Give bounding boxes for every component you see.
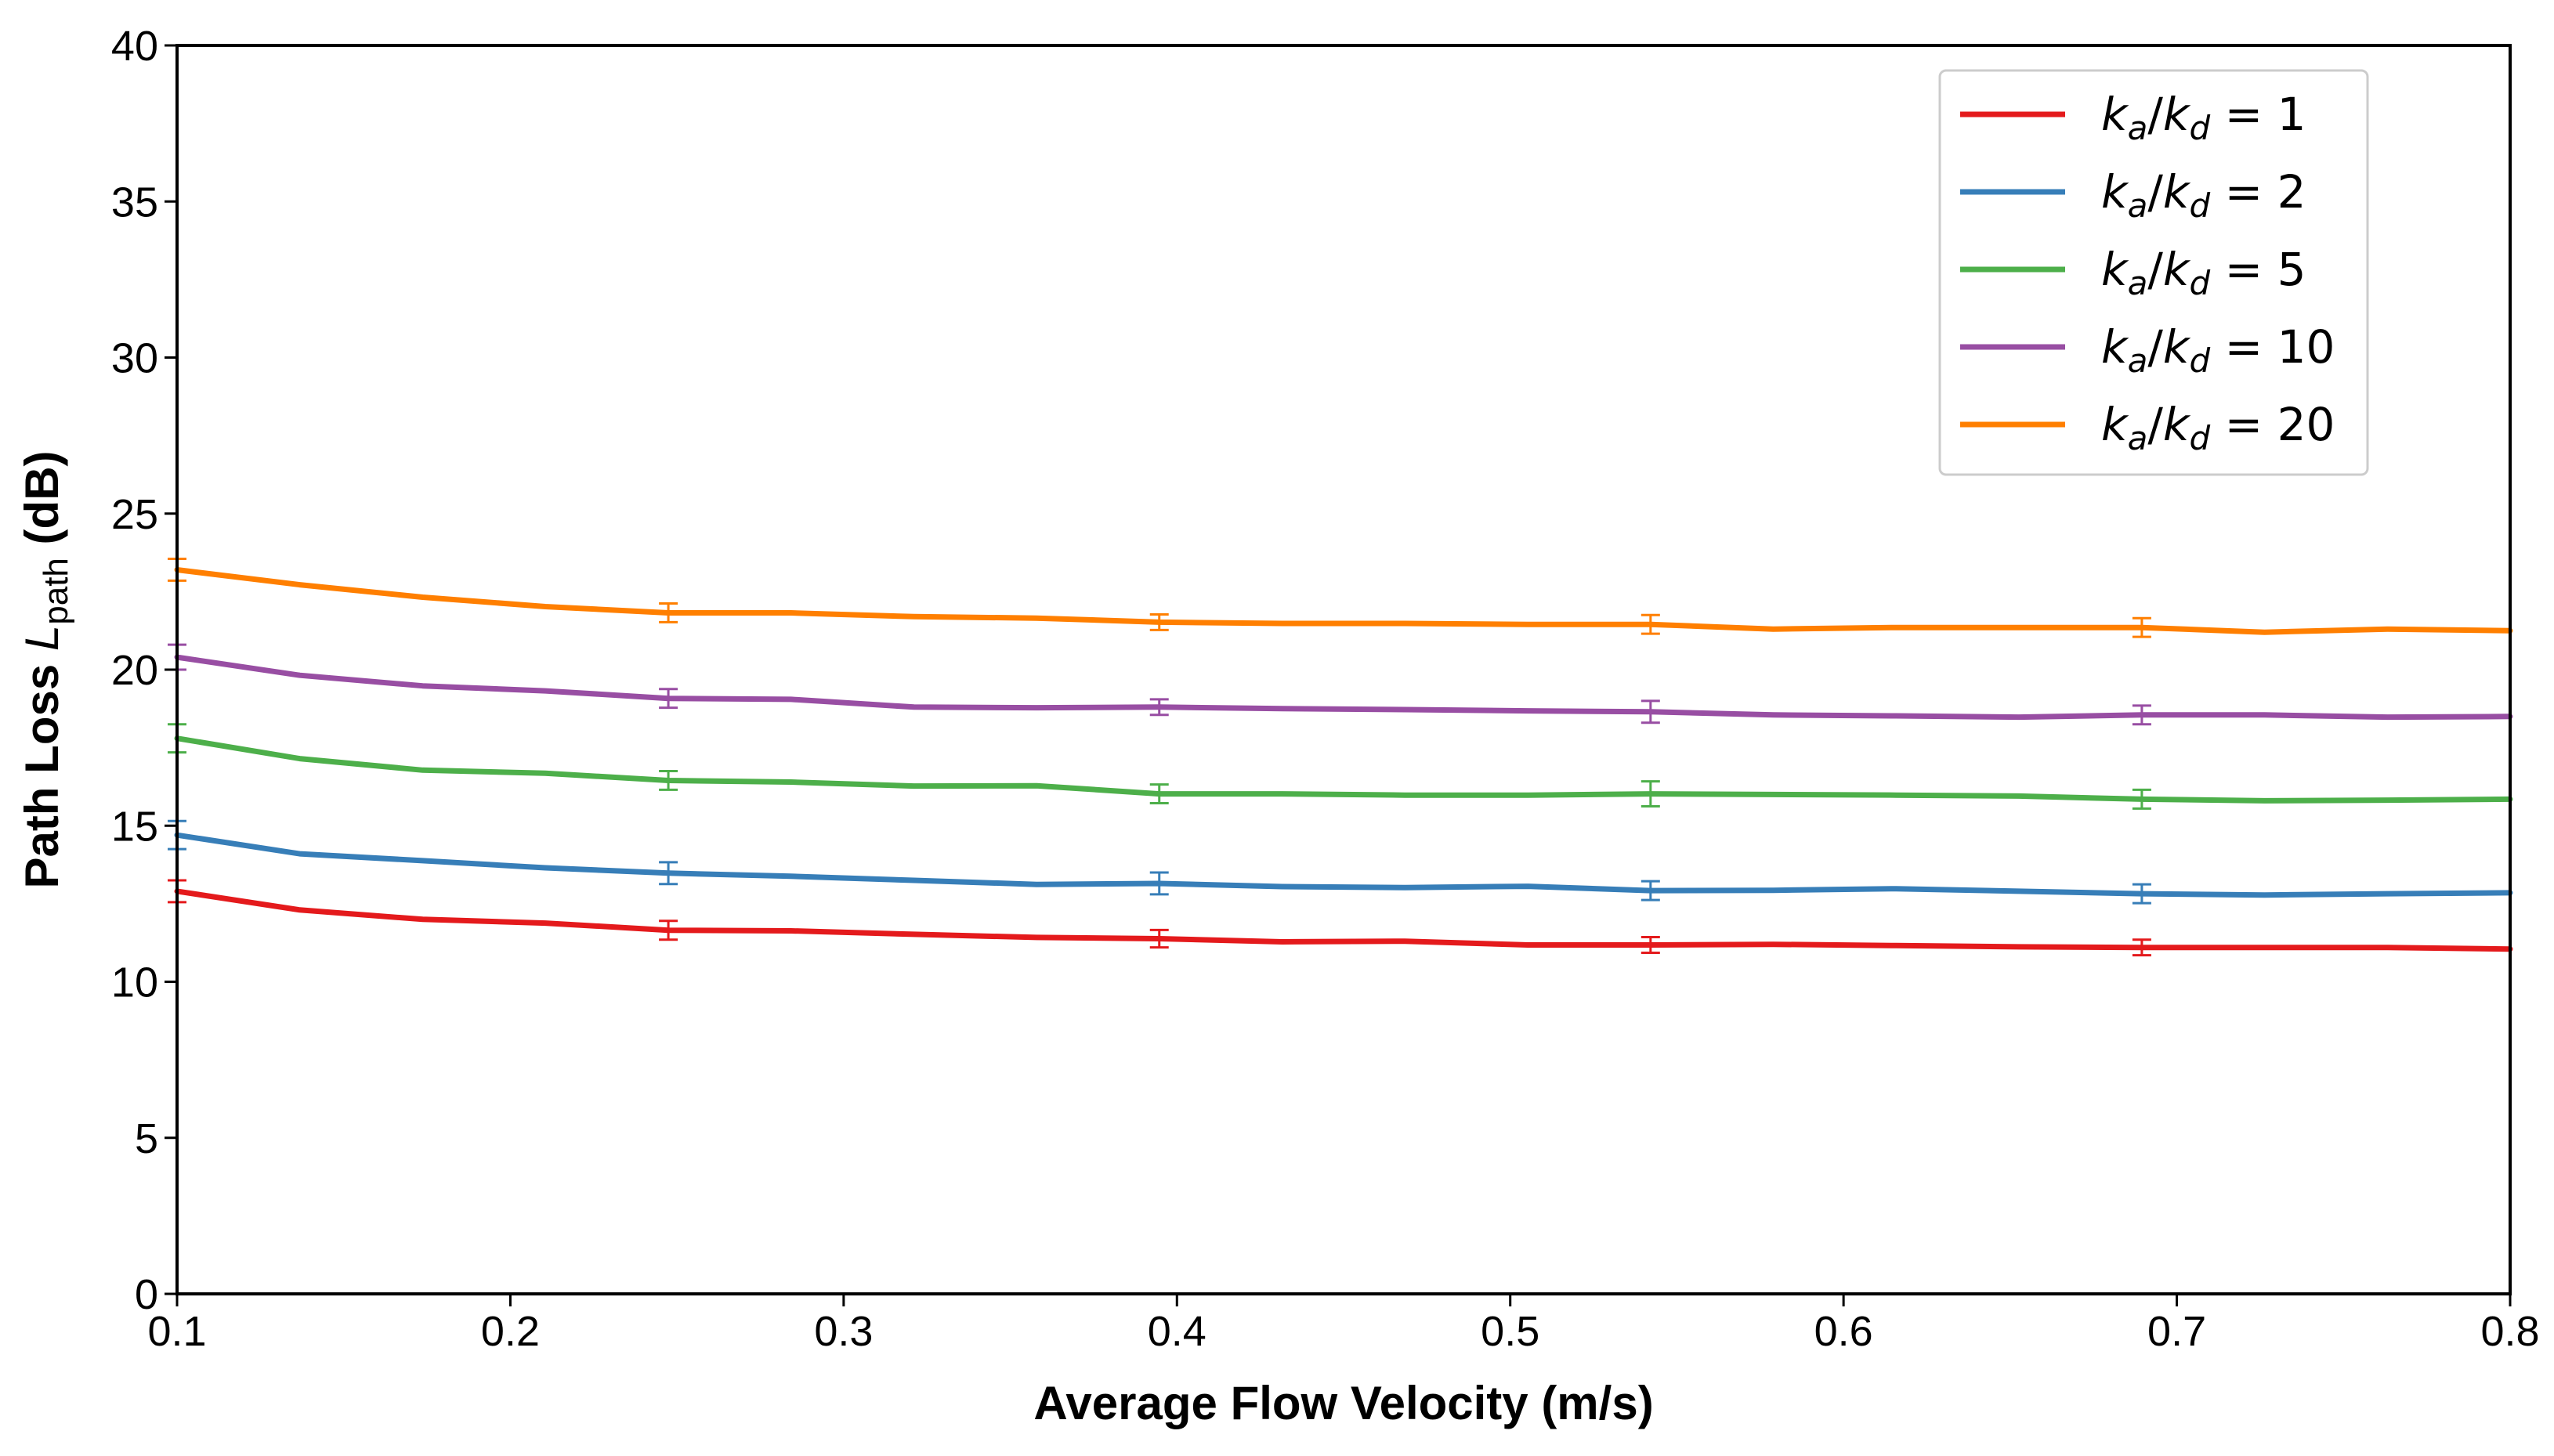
series-group [168,723,2513,810]
error-bar [2132,704,2151,726]
error-bar [1641,699,1660,724]
y-tick-label: 15 [111,803,158,850]
legend: ka/kd = 1 ka/kd = 2 ka/kd = 5 ka/kd = 10 ka/… [1938,69,2369,476]
error-bar [1641,880,1660,901]
y-tick-label: 20 [111,647,158,694]
plot-frame [175,44,2512,1295]
series-line [174,567,2513,635]
x-tick-label: 0.6 [1814,1308,1873,1355]
series-line [174,832,2513,898]
legend-entry: ka/kd = 1 [1960,88,2306,147]
legend-box [1938,69,2369,476]
x-tick-label: 0.3 [814,1308,873,1355]
x-tick-label: 0.4 [1148,1308,1206,1355]
y-tick-label: 5 [135,1115,158,1162]
error-bar [2132,938,2151,957]
legend-entry: ka/kd = 10 [1960,320,2335,380]
series-line [174,888,2513,952]
y-tick-label: 25 [111,491,158,538]
x-axis-title: Average Flow Velocity (m/s) [1033,1377,1653,1429]
y-axis-title-prefix: Path Loss [16,651,68,888]
y-tick-label: 10 [111,959,158,1006]
series-group [168,819,2513,905]
y-axis-title-subscript: path [37,558,75,625]
series-layer [168,558,2513,957]
legend-label: ka/kd = 2 [2101,165,2306,225]
y-tick-label: 40 [111,23,158,70]
error-bar [1149,698,1169,717]
series-line [174,735,2513,804]
error-bar [2132,788,2151,810]
legend-label: ka/kd = 20 [2101,398,2335,457]
error-bar [659,770,678,791]
legend-label: ka/kd = 1 [2101,88,2306,147]
y-axis-title-suffix: (dB) [16,450,68,558]
series-line [174,654,2513,721]
y-axis-title-symbol: L [16,625,68,651]
legend-label: ka/kd = 5 [2101,243,2306,302]
error-bar [2132,616,2151,638]
error-bar [2132,883,2151,905]
series-group [168,879,2513,957]
error-bar [659,688,678,710]
error-bar [1641,780,1660,808]
error-bar [1149,783,1169,805]
legend-entry: ka/kd = 20 [1960,398,2335,457]
y-tick-label: 0 [135,1271,158,1318]
x-tick-label: 0.8 [2480,1308,2539,1355]
error-bar [1149,612,1169,631]
x-tick-label: 0.2 [481,1308,540,1355]
x-tick-label: 0.7 [2147,1308,2206,1355]
legend-entries: ka/kd = 1 ka/kd = 2 ka/kd = 5 ka/kd = 10 ka/… [1960,88,2335,457]
error-bar [1641,936,1660,954]
y-tick-label: 35 [111,179,158,226]
x-tick-label: 0.5 [1481,1308,1539,1355]
error-bar [659,861,678,886]
legend-entry: ka/kd = 5 [1960,243,2306,302]
error-bar [1641,613,1660,635]
y-tick-label: 30 [111,335,158,382]
error-bar [1149,871,1169,896]
y-axis-title: Path Loss Lpath (dB) [16,450,75,888]
x-tick-label: 0.1 [147,1308,206,1355]
error-bar [659,602,678,623]
axis-layer: 0.1 0.2 0.3 0.4 0.5 0.6 0.7 0.8 0 5 10 15 20 25 30 35 40 [111,23,2540,1355]
error-bar [1149,928,1169,949]
legend-label: ka/kd = 10 [2101,320,2335,380]
error-bar [659,919,678,941]
legend-entry: ka/kd = 2 [1960,165,2306,225]
